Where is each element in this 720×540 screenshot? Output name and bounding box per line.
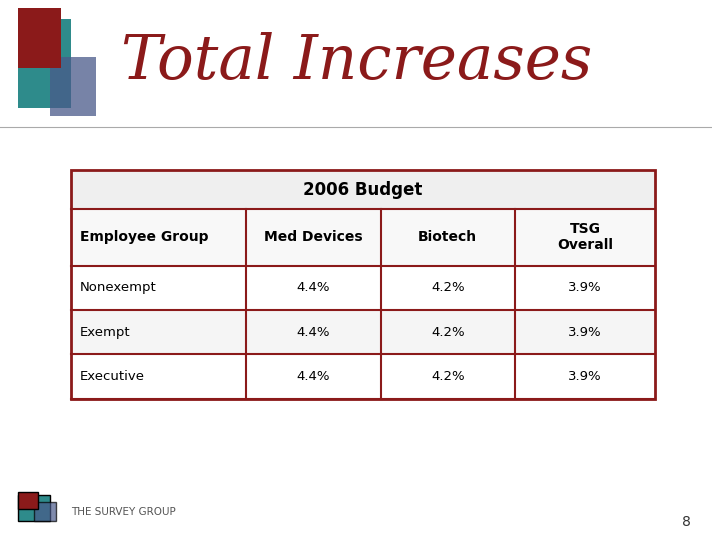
Polygon shape [71,170,655,209]
FancyBboxPatch shape [18,495,50,521]
FancyBboxPatch shape [18,492,37,509]
Polygon shape [71,266,655,310]
Text: Med Devices: Med Devices [264,231,363,244]
Polygon shape [50,57,96,116]
Polygon shape [18,19,71,108]
Text: 4.2%: 4.2% [431,281,464,294]
Text: Employee Group: Employee Group [80,231,208,244]
Polygon shape [71,310,655,354]
Text: 3.9%: 3.9% [568,281,602,294]
Text: THE SURVEY GROUP: THE SURVEY GROUP [71,507,176,517]
Text: 3.9%: 3.9% [568,326,602,339]
FancyBboxPatch shape [34,502,55,521]
Text: Biotech: Biotech [418,231,477,244]
Text: 4.4%: 4.4% [297,281,330,294]
Text: 2006 Budget: 2006 Budget [303,180,423,199]
Polygon shape [71,354,655,399]
Text: Exempt: Exempt [80,326,130,339]
Polygon shape [71,209,655,266]
Text: 4.4%: 4.4% [297,370,330,383]
Text: 4.2%: 4.2% [431,326,464,339]
Text: Executive: Executive [80,370,145,383]
Text: 4.2%: 4.2% [431,370,464,383]
Text: Nonexempt: Nonexempt [80,281,156,294]
Polygon shape [18,8,60,68]
Text: 3.9%: 3.9% [568,370,602,383]
Text: 8: 8 [682,515,690,529]
Text: TSG
Overall: TSG Overall [557,222,613,252]
Text: Total Increases: Total Increases [121,32,593,92]
Text: 4.4%: 4.4% [297,326,330,339]
